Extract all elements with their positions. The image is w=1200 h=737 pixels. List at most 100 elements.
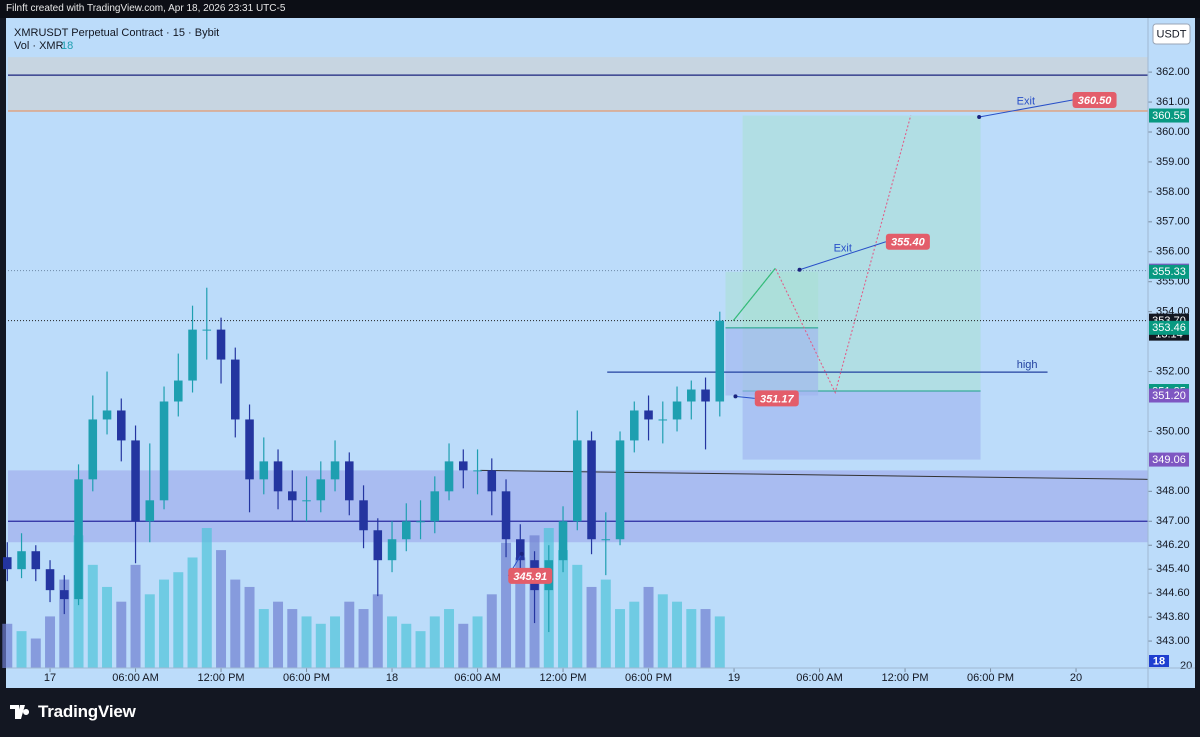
price-label: 360.55 bbox=[1152, 110, 1186, 122]
callout-anchor bbox=[977, 115, 982, 120]
candle-body bbox=[231, 359, 240, 420]
volume-bar bbox=[629, 601, 640, 668]
callout-label: 355.40 bbox=[891, 237, 926, 249]
candle-body bbox=[630, 410, 639, 441]
candle-body bbox=[216, 329, 226, 360]
y-tick-label: 350.00 bbox=[1156, 425, 1190, 437]
volume-label: Vol · XMR bbox=[14, 40, 64, 52]
candle-body bbox=[74, 479, 83, 600]
price-label-box bbox=[1149, 320, 1189, 335]
y-tick-label: 348.00 bbox=[1156, 485, 1190, 497]
candle-body bbox=[17, 551, 26, 570]
volume-bar bbox=[643, 586, 654, 668]
x-tick-label: 06:00 AM bbox=[112, 672, 158, 684]
volume-bar bbox=[273, 601, 284, 668]
volume-bar bbox=[287, 609, 298, 668]
brand-logo bbox=[10, 705, 30, 719]
callout-pill bbox=[1072, 92, 1117, 109]
price-label-box bbox=[1149, 108, 1189, 123]
high-label: high bbox=[1017, 359, 1038, 371]
candle-body bbox=[330, 461, 340, 480]
candle-body bbox=[601, 539, 611, 541]
callout-connector bbox=[799, 241, 887, 271]
candle-body bbox=[715, 320, 725, 402]
volume-bar bbox=[59, 579, 70, 668]
callout-anchor bbox=[797, 267, 802, 272]
volume-bar bbox=[444, 609, 455, 668]
candle-body bbox=[644, 410, 653, 420]
candle-body bbox=[259, 461, 269, 480]
x-tick-label: 12:00 PM bbox=[539, 672, 586, 684]
volume-bar bbox=[515, 557, 526, 668]
candle-body bbox=[444, 461, 454, 492]
volume-bar bbox=[173, 572, 184, 668]
callout-anchor bbox=[519, 551, 524, 556]
volume-tick: 20 bbox=[1180, 660, 1192, 672]
volume-bar bbox=[686, 609, 697, 668]
x-tick-label: 06:00 PM bbox=[967, 672, 1014, 684]
callout-note: Exit bbox=[1017, 95, 1035, 107]
x-tick-label: 17 bbox=[44, 672, 56, 684]
volume-bar bbox=[216, 550, 227, 668]
candle-body bbox=[3, 557, 12, 570]
callout-connector bbox=[735, 395, 755, 399]
candle-body bbox=[672, 401, 682, 420]
brand: TradingView bbox=[38, 702, 136, 721]
volume-bar bbox=[330, 616, 341, 668]
price-label: 353.46 bbox=[1152, 322, 1186, 334]
y-tick-label: 343.00 bbox=[1156, 635, 1190, 647]
currency-button[interactable] bbox=[1152, 23, 1191, 45]
x-tick-label: 19 bbox=[728, 672, 740, 684]
y-tick-label: 357.00 bbox=[1156, 216, 1190, 228]
candle-body bbox=[373, 530, 383, 561]
currency-label[interactable]: USDT bbox=[1157, 28, 1187, 40]
x-tick-label: 20 bbox=[1070, 672, 1082, 684]
candle-body bbox=[188, 329, 197, 381]
y-tick-label: 362.00 bbox=[1156, 66, 1190, 78]
candle-body bbox=[288, 491, 297, 501]
candle-body bbox=[145, 500, 155, 522]
candle-body bbox=[359, 500, 368, 531]
volume-bar bbox=[429, 616, 440, 668]
x-tick-label: 18 bbox=[386, 672, 398, 684]
volume-bar bbox=[714, 616, 725, 668]
y-tick-label: 360.00 bbox=[1156, 126, 1190, 138]
volume-bar bbox=[187, 557, 198, 668]
candle-body bbox=[430, 491, 440, 522]
candle-body bbox=[202, 329, 212, 331]
x-tick-label: 06:00 PM bbox=[625, 672, 672, 684]
volume-bar bbox=[700, 609, 711, 668]
volume-bar bbox=[486, 594, 497, 668]
y-tick-label: 352.00 bbox=[1156, 365, 1190, 377]
candle-body bbox=[302, 500, 311, 502]
candle-body bbox=[516, 539, 525, 561]
volume-bar bbox=[144, 594, 155, 668]
x-tick-label: 06:00 AM bbox=[796, 672, 842, 684]
volume-bar bbox=[472, 616, 483, 668]
callout-note: Exit bbox=[834, 243, 852, 255]
credit-bar: Filnft created with TradingView.com, Apr… bbox=[0, 0, 1200, 18]
volume-bar bbox=[2, 623, 13, 668]
callout-pill bbox=[508, 567, 553, 584]
candle-body bbox=[273, 461, 283, 492]
candle-body bbox=[487, 470, 497, 492]
volume-bar bbox=[586, 586, 597, 668]
candle-body bbox=[31, 551, 41, 570]
zone bbox=[8, 57, 1148, 112]
candle-body bbox=[117, 410, 126, 441]
volume-bar bbox=[401, 623, 412, 668]
callout-connector bbox=[979, 99, 1073, 118]
candle-body bbox=[245, 419, 254, 480]
x-tick-label: 12:00 PM bbox=[197, 672, 244, 684]
volume-bar bbox=[672, 601, 683, 668]
projection-start bbox=[732, 267, 776, 322]
candle-body bbox=[387, 539, 397, 561]
volume-bar bbox=[230, 579, 241, 668]
candle-body bbox=[687, 389, 696, 402]
candle-body bbox=[102, 410, 112, 420]
price-label: 351.20 bbox=[1152, 390, 1186, 402]
price-label-box bbox=[1149, 264, 1189, 279]
callout-label: 351.17 bbox=[760, 393, 795, 405]
x-tick-label: 12:00 PM bbox=[881, 672, 928, 684]
volume-bar bbox=[458, 623, 469, 668]
